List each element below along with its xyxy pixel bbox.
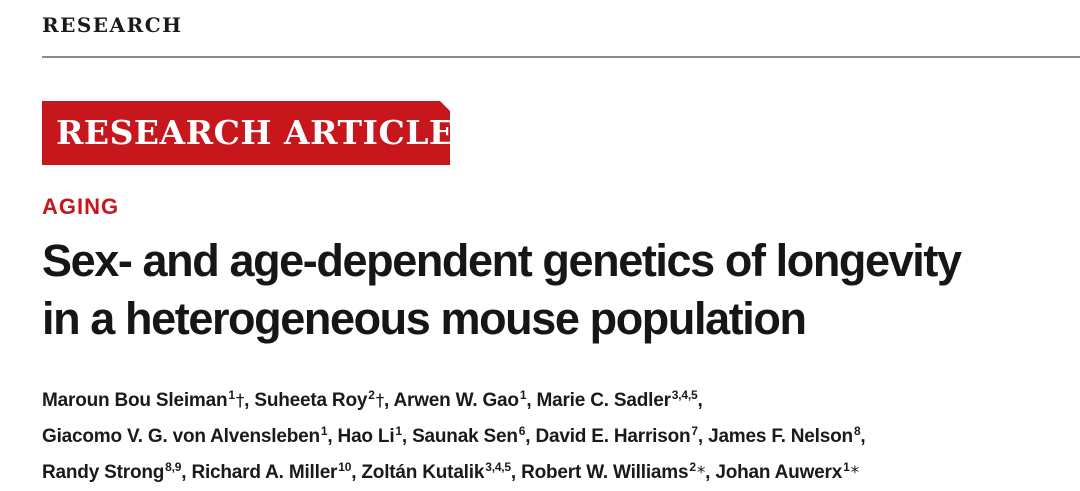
author-line-3: Randy Strong8,9, Richard A. Miller10, Zo…: [42, 455, 1072, 491]
article-type-label: RESEARCH ARTICLE: [56, 113, 455, 152]
corresponding-author-marker: *: [696, 463, 706, 483]
author-name: Richard A. Miller: [191, 462, 338, 483]
author-name: Robert W. Williams: [521, 462, 689, 483]
author: Richard A. Miller10,: [191, 460, 362, 483]
author-affiliation: 1: [228, 388, 235, 402]
author-separator: ,: [525, 426, 536, 447]
author-name: David E. Harrison: [535, 426, 691, 447]
author: Randy Strong8,9,: [42, 460, 192, 483]
article-title: Sex- and age-dependent genetics of longe…: [42, 232, 1042, 348]
article-type-banner: RESEARCH ARTICLE: [42, 101, 450, 165]
author-separator: ,: [351, 462, 362, 483]
corresponding-author-marker: *: [850, 463, 860, 483]
author-separator: ,: [327, 426, 338, 447]
author-affiliation: 1: [320, 424, 328, 438]
author-name: James F. Nelson: [708, 426, 853, 447]
author-name: Randy Strong: [42, 462, 165, 483]
author-name: Giacomo V. G. von Alvensleben: [42, 426, 320, 447]
author-name: Maroun Bou Sleiman: [42, 390, 228, 411]
author-name: Johan Auwerx: [715, 462, 843, 483]
author-affiliation: 3,4,5: [485, 460, 511, 474]
author-separator: ,: [384, 390, 394, 411]
author-name: Hao Li: [337, 426, 395, 447]
author-affiliation: 8: [853, 424, 861, 438]
author-affiliation: 2: [368, 388, 375, 402]
author-separator: ,: [705, 462, 716, 483]
author-affiliation: 7: [691, 424, 698, 438]
author: Hao Li1,: [337, 424, 413, 447]
author-separator: ,: [401, 426, 413, 447]
author-affiliation: 1: [395, 424, 402, 438]
equal-contribution-marker: †: [375, 391, 385, 411]
author: Saunak Sen6,: [412, 424, 536, 447]
author-separator: ,: [697, 426, 709, 447]
equal-contribution-marker: †: [235, 391, 245, 411]
author-line-1: Maroun Bou Sleiman1†, Suheeta Roy2†, Arw…: [42, 383, 1072, 419]
author: Marie C. Sadler3,4,5,: [536, 388, 703, 411]
author-name: Arwen W. Gao: [393, 390, 519, 411]
author: Giacomo V. G. von Alvensleben1,: [42, 424, 338, 447]
author-separator: ,: [860, 426, 866, 447]
author-name: Saunak Sen: [412, 426, 518, 447]
author: Arwen W. Gao1,: [393, 388, 537, 411]
author-separator: ,: [697, 390, 703, 411]
author: Maroun Bou Sleiman1†,: [42, 388, 255, 411]
author-name: Zoltán Kutalik: [361, 462, 485, 483]
author-affiliation: 6: [518, 424, 526, 438]
author-separator: ,: [510, 462, 522, 483]
author-affiliation: 3,4,5: [671, 388, 698, 402]
section-label: RESEARCH: [42, 13, 183, 37]
author: James F. Nelson8,: [708, 424, 866, 447]
article-title-line-1: Sex- and age-dependent genetics of longe…: [42, 235, 962, 286]
author-separator: ,: [181, 462, 192, 483]
author-list: Maroun Bou Sleiman1†, Suheeta Roy2†, Arw…: [42, 383, 1072, 491]
author-affiliation: 10: [338, 460, 352, 474]
author-affiliation: 1: [519, 388, 527, 402]
header-divider: [42, 56, 1080, 58]
author: David E. Harrison7,: [535, 424, 709, 447]
author-affiliation: 2: [689, 460, 696, 474]
author-affiliation: 8,9: [165, 460, 182, 474]
subject-category: AGING: [42, 194, 120, 219]
author: Suheeta Roy2†,: [254, 388, 394, 411]
author: Johan Auwerx1*: [715, 460, 860, 483]
article-title-line-2: in a heterogeneous mouse population: [42, 293, 807, 344]
author-line-2: Giacomo V. G. von Alvensleben1, Hao Li1,…: [42, 419, 1072, 455]
author: Zoltán Kutalik3,4,5,: [361, 460, 522, 483]
author: Robert W. Williams2*,: [521, 460, 716, 483]
author-name: Marie C. Sadler: [536, 390, 671, 411]
author-separator: ,: [244, 390, 255, 411]
author-affiliation: 1: [843, 460, 850, 474]
author-name: Suheeta Roy: [254, 390, 368, 411]
author-separator: ,: [526, 390, 537, 411]
